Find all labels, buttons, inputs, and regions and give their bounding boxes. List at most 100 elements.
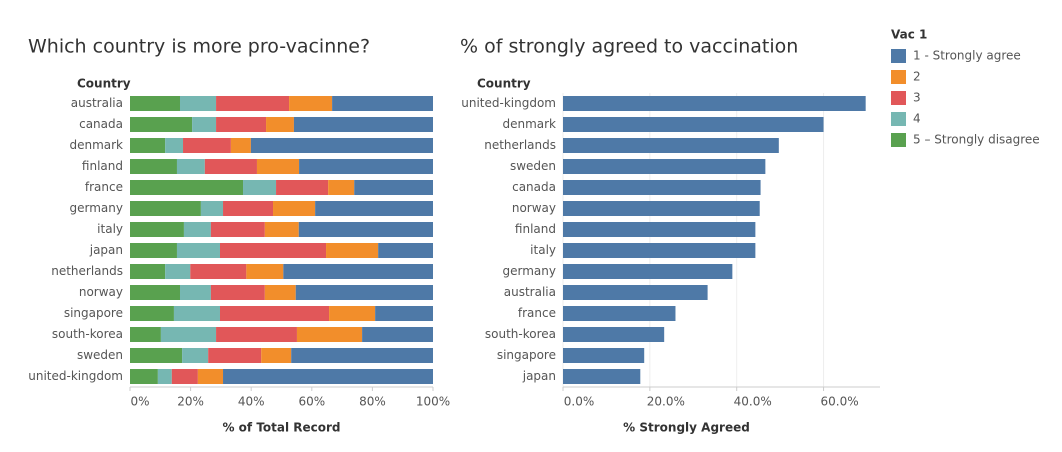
bar-segment	[354, 180, 433, 195]
bar-segment	[160, 327, 217, 342]
bar-segment	[298, 222, 433, 237]
bar-segment	[130, 159, 177, 174]
y-tick-label: netherlands	[484, 138, 556, 152]
bar-segment	[157, 369, 172, 384]
bar-segment	[223, 369, 433, 384]
y-tick-label: italy	[530, 243, 556, 257]
bar-segment	[208, 348, 262, 363]
y-tick-label: norway	[512, 201, 556, 215]
x-tick-label: 60.0%	[820, 395, 858, 409]
bar-segment	[219, 306, 330, 321]
bar	[563, 201, 760, 216]
bar	[563, 285, 708, 300]
y-tick-label: sweden	[510, 159, 556, 173]
bar-segment	[264, 285, 296, 300]
y-tick-label: united-kingdom	[28, 369, 123, 383]
bar-segment	[197, 369, 224, 384]
y-tick-label: south-korea	[52, 327, 123, 341]
bar-segment	[256, 159, 300, 174]
y-tick-label: netherlands	[51, 264, 123, 278]
bar-segment	[315, 201, 433, 216]
bar-segment	[273, 201, 316, 216]
bar	[563, 222, 756, 237]
bar-segment	[243, 180, 277, 195]
bar-segment	[130, 138, 166, 153]
bar	[563, 159, 766, 174]
bar-segment	[295, 285, 433, 300]
legend-title: Vac 1	[891, 28, 927, 42]
legend-label: 1 - Strongly agree	[913, 49, 1021, 63]
y-tick-label: australia	[71, 96, 123, 110]
y-tick-label: south-korea	[485, 327, 556, 341]
bar-segment	[183, 138, 231, 153]
legend-label: 3	[913, 91, 921, 105]
bar-segment	[216, 96, 290, 111]
bar-segment	[210, 285, 265, 300]
bar	[563, 243, 756, 258]
y-tick-label: australia	[504, 285, 556, 299]
y-tick-label: canada	[512, 180, 556, 194]
bar-segment	[130, 222, 184, 237]
y-tick-label: denmark	[502, 117, 556, 131]
x-tick-label: 60%	[298, 395, 325, 409]
x-tick-label: 100%	[416, 395, 450, 409]
x-axis-title: % Strongly Agreed	[623, 421, 750, 435]
x-tick-label: 40%	[238, 395, 265, 409]
bar-segment	[176, 243, 220, 258]
chart-title: Which country is more pro-vacinne?	[28, 36, 370, 58]
bar-segment	[130, 306, 174, 321]
bar-segment	[219, 243, 327, 258]
y-tick-label: singapore	[497, 348, 556, 362]
y-tick-label: finland	[82, 159, 123, 173]
bar-segment	[326, 243, 379, 258]
bar	[563, 264, 733, 279]
bar-segment	[190, 264, 247, 279]
bar-segment	[362, 327, 433, 342]
bar-segment	[289, 96, 333, 111]
bar-segment	[261, 348, 292, 363]
y-tick-label: france	[518, 306, 556, 320]
bar-segment	[291, 348, 433, 363]
bar-segment	[250, 138, 433, 153]
bar-segment	[183, 222, 211, 237]
chart-title: % of strongly agreed to vaccination	[460, 36, 798, 58]
legend-swatch	[891, 91, 906, 105]
legend-label: 5 – Strongly disagree	[913, 133, 1040, 147]
bar-segment	[192, 117, 217, 132]
bar-segment	[165, 138, 184, 153]
bar	[563, 96, 866, 111]
bar-segment	[130, 327, 161, 342]
bar-segment	[216, 117, 267, 132]
y-tick-label: denmark	[69, 138, 123, 152]
y-tick-label: germany	[503, 264, 556, 278]
x-tick-label: 0.0%	[564, 395, 595, 409]
bar-segment	[276, 180, 329, 195]
bar-segment	[130, 369, 158, 384]
bar	[563, 327, 665, 342]
legend-swatch	[891, 49, 906, 63]
y-axis-title: Country	[477, 77, 531, 91]
y-tick-label: finland	[515, 222, 556, 236]
bar-segment	[130, 180, 244, 195]
bar-segment	[204, 159, 257, 174]
bar-segment	[171, 369, 198, 384]
bar-segment	[210, 222, 265, 237]
y-axis-title: Country	[77, 77, 131, 91]
bar-segment	[200, 201, 224, 216]
bar-segment	[216, 327, 297, 342]
bar-segment	[296, 327, 363, 342]
bar-segment	[179, 96, 217, 111]
bar-segment	[130, 285, 180, 300]
bar-segment	[130, 348, 183, 363]
y-tick-label: united-kingdom	[461, 96, 556, 110]
x-tick-label: 20.0%	[647, 395, 685, 409]
bar-segment	[182, 348, 209, 363]
bar	[563, 117, 824, 132]
bar-segment	[130, 243, 177, 258]
legend-label: 4	[913, 112, 921, 126]
bar-segment	[375, 306, 433, 321]
bar-segment	[293, 117, 433, 132]
bar-segment	[283, 264, 433, 279]
bar-segment	[230, 138, 251, 153]
y-tick-label: sweden	[77, 348, 123, 362]
